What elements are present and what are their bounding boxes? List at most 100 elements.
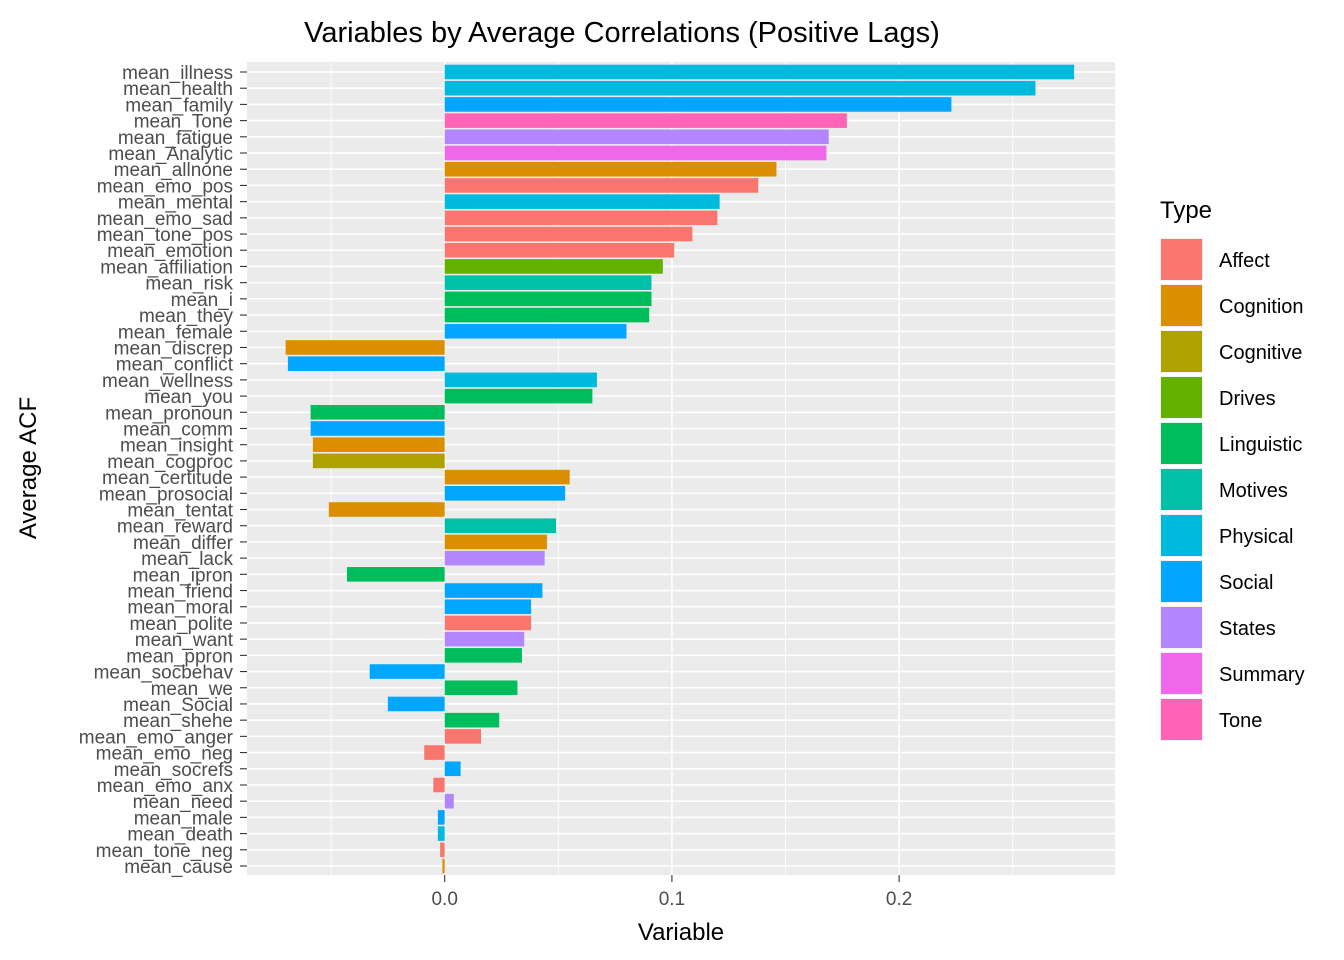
bar-mean-certitude bbox=[444, 469, 570, 485]
legend-entry-label: Tone bbox=[1219, 710, 1262, 732]
legend-title: Type bbox=[1160, 197, 1212, 224]
category-label: mean_female bbox=[118, 322, 233, 343]
legend-swatch bbox=[1161, 607, 1202, 648]
category-label: mean_socrefs bbox=[114, 760, 233, 781]
legend-entry-label: Motives bbox=[1219, 480, 1288, 502]
bar-mean-cause bbox=[442, 858, 445, 874]
category-label: mean_comm bbox=[123, 419, 233, 440]
bar-mean-friend bbox=[444, 583, 543, 598]
bar-mean-affiliation bbox=[444, 259, 663, 274]
category-label: mean_fatigue bbox=[118, 128, 233, 149]
x-axis-title: Variable bbox=[638, 919, 724, 946]
legend: Type Affect Cognition Cognitive Drives Lingu… bbox=[1160, 197, 1305, 741]
bar-mean-prosocial bbox=[444, 486, 566, 501]
bar-mean-shehe bbox=[444, 712, 500, 728]
category-label: mean_tone_pos bbox=[97, 225, 233, 246]
category-label: mean_need bbox=[133, 792, 233, 813]
bar-mean-socrefs bbox=[444, 761, 461, 777]
bar-mean-tone-pos bbox=[444, 226, 693, 242]
category-label: mean_emo_neg bbox=[96, 744, 233, 765]
category-label: mean_conflict bbox=[116, 355, 234, 376]
category-label: mean_reward bbox=[117, 517, 233, 538]
category-label: mean_moral bbox=[127, 598, 233, 619]
bar-mean-emo-anx bbox=[433, 777, 445, 793]
category-label: mean_affiliation bbox=[100, 257, 233, 278]
category-label: mean_prosocial bbox=[99, 484, 233, 505]
bar-mean-emotion bbox=[444, 242, 675, 258]
bar-mean-reward bbox=[444, 518, 557, 534]
bar-mean-they bbox=[444, 307, 650, 323]
bar-mean-discrep bbox=[285, 340, 445, 355]
bar-mean-polite bbox=[444, 615, 532, 631]
bar-mean-lack bbox=[444, 550, 545, 566]
x-tick-label: 0.0 bbox=[431, 889, 457, 910]
category-label: mean_they bbox=[139, 306, 234, 327]
bar-mean-insight bbox=[312, 437, 445, 452]
bar-mean-female bbox=[444, 323, 627, 339]
bar-mean-ipron bbox=[346, 567, 445, 582]
legend-entry-label: Cognition bbox=[1219, 296, 1304, 318]
category-label: mean_friend bbox=[127, 582, 233, 603]
bar-mean-mental bbox=[444, 194, 720, 209]
bar-mean-family bbox=[444, 97, 952, 112]
legend-swatch bbox=[1161, 423, 1202, 464]
legend-swatch bbox=[1161, 285, 1202, 326]
category-label: mean_you bbox=[144, 387, 233, 408]
legend-swatch bbox=[1161, 377, 1202, 418]
category-label: mean_shehe bbox=[123, 711, 233, 732]
legend-entry-label: Drives bbox=[1219, 388, 1276, 410]
legend-swatch bbox=[1161, 239, 1202, 280]
category-label: mean_illness bbox=[122, 63, 233, 84]
bar-mean-social bbox=[387, 696, 445, 712]
bar-mean-pronoun bbox=[310, 404, 445, 420]
bar-mean-conflict bbox=[287, 356, 445, 371]
category-label: mean_emo_sad bbox=[97, 209, 233, 230]
x-axis-ticks: 0.0 0.1 0.2 bbox=[431, 875, 912, 910]
bar-mean-differ bbox=[444, 534, 547, 550]
bar-mean-analytic bbox=[444, 145, 827, 161]
category-label: mean_death bbox=[127, 825, 233, 846]
legend-swatch bbox=[1161, 653, 1202, 694]
bar-mean-ppron bbox=[444, 648, 522, 663]
category-labels: mean_illnessmean_healthmean_familymean_T… bbox=[79, 63, 247, 878]
legend-entry-label: Linguistic bbox=[1219, 434, 1302, 456]
bar-mean-cogproc bbox=[312, 453, 445, 469]
bar-mean-i bbox=[444, 291, 652, 307]
category-label: mean_risk bbox=[145, 274, 233, 295]
bar-mean-male bbox=[437, 810, 445, 825]
bar-mean-need bbox=[444, 793, 454, 809]
bar-mean-death bbox=[437, 826, 445, 841]
category-label: mean_ppron bbox=[126, 646, 233, 667]
legend-swatch bbox=[1161, 561, 1202, 602]
bar-mean-tone-neg bbox=[440, 842, 445, 858]
category-label: mean_allnone bbox=[114, 160, 233, 181]
category-label: mean_Social bbox=[123, 695, 233, 716]
x-tick-label: 0.2 bbox=[886, 889, 912, 910]
category-label: mean_polite bbox=[129, 614, 233, 635]
bar-mean-fatigue bbox=[444, 129, 829, 145]
category-label: mean_certitude bbox=[102, 468, 233, 489]
category-label: mean_emo_pos bbox=[97, 176, 233, 197]
category-label: mean_mental bbox=[118, 193, 233, 214]
category-label: mean_Analytic bbox=[108, 144, 233, 165]
y-axis-title: Average ACF bbox=[15, 397, 42, 539]
category-label: mean_discrep bbox=[114, 338, 233, 359]
category-label: mean_we bbox=[151, 679, 233, 700]
legend-entry-label: Cognitive bbox=[1219, 342, 1302, 364]
bar-mean-want bbox=[444, 631, 525, 647]
bar-mean-emo-anger bbox=[444, 729, 482, 744]
category-label: mean_Tone bbox=[134, 112, 233, 133]
legend-entry-label: Summary bbox=[1219, 664, 1305, 686]
legend-swatch bbox=[1161, 699, 1202, 740]
legend-entry-label: Physical bbox=[1219, 526, 1293, 548]
category-label: mean_ipron bbox=[133, 565, 233, 586]
category-label: mean_tentat bbox=[127, 501, 233, 522]
category-label: mean_pronoun bbox=[105, 403, 233, 424]
legend-entry-label: Affect bbox=[1219, 250, 1270, 272]
category-label: mean_cogproc bbox=[107, 452, 233, 473]
category-label: mean_differ bbox=[133, 533, 234, 554]
category-label: mean_lack bbox=[141, 549, 233, 570]
bars bbox=[285, 64, 1075, 874]
bar-mean-emo-neg bbox=[424, 745, 445, 760]
